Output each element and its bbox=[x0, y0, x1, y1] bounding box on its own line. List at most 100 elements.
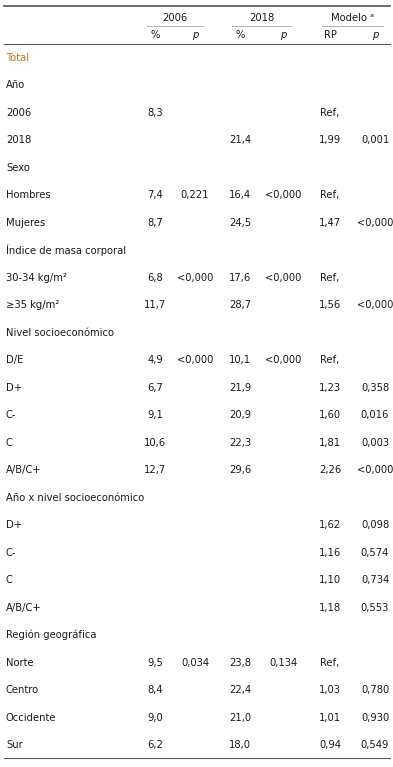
Text: 0,549: 0,549 bbox=[361, 740, 389, 750]
Text: Región geográfica: Región geográfica bbox=[6, 630, 97, 640]
Text: 2018: 2018 bbox=[249, 13, 274, 23]
Text: %: % bbox=[150, 30, 160, 40]
Text: Modelo ᵃ: Modelo ᵃ bbox=[331, 13, 374, 23]
Text: 1,56: 1,56 bbox=[319, 300, 341, 310]
Text: Norte: Norte bbox=[6, 658, 34, 668]
Text: 8,4: 8,4 bbox=[147, 685, 163, 695]
Text: Nivel socioeconómico: Nivel socioeconómico bbox=[6, 328, 114, 337]
Text: 0,221: 0,221 bbox=[181, 190, 209, 200]
Text: 18,0: 18,0 bbox=[229, 740, 251, 750]
Text: Occidente: Occidente bbox=[6, 713, 57, 723]
Text: 1,47: 1,47 bbox=[319, 218, 341, 228]
Text: 4,9: 4,9 bbox=[147, 355, 163, 365]
Text: D+: D+ bbox=[6, 520, 22, 530]
Text: Año: Año bbox=[6, 81, 25, 91]
Text: 9,5: 9,5 bbox=[147, 658, 163, 668]
Text: 10,1: 10,1 bbox=[229, 355, 251, 365]
Text: Ref,: Ref, bbox=[320, 355, 340, 365]
Text: 28,7: 28,7 bbox=[229, 300, 251, 310]
Text: 22,3: 22,3 bbox=[229, 438, 251, 448]
Text: <0,000: <0,000 bbox=[265, 273, 301, 283]
Text: 1,62: 1,62 bbox=[319, 520, 341, 530]
Text: 1,10: 1,10 bbox=[319, 575, 341, 585]
Text: 21,4: 21,4 bbox=[229, 135, 251, 145]
Text: 0,780: 0,780 bbox=[361, 685, 389, 695]
Text: 1,60: 1,60 bbox=[319, 410, 341, 420]
Text: 0,003: 0,003 bbox=[361, 438, 389, 448]
Text: <0,000: <0,000 bbox=[357, 466, 393, 476]
Text: p: p bbox=[192, 30, 198, 40]
Text: Ref,: Ref, bbox=[320, 273, 340, 283]
Text: 2006: 2006 bbox=[162, 13, 187, 23]
Text: Mujeres: Mujeres bbox=[6, 218, 45, 228]
Text: <0,000: <0,000 bbox=[177, 355, 213, 365]
Text: 2006: 2006 bbox=[6, 107, 31, 118]
Text: Ref,: Ref, bbox=[320, 107, 340, 118]
Text: Ref,: Ref, bbox=[320, 658, 340, 668]
Text: Sur: Sur bbox=[6, 740, 23, 750]
Text: ≥35 kg/m²: ≥35 kg/m² bbox=[6, 300, 59, 310]
Text: 21,0: 21,0 bbox=[229, 713, 251, 723]
Text: 1,03: 1,03 bbox=[319, 685, 341, 695]
Text: 0,553: 0,553 bbox=[361, 603, 389, 613]
Text: 8,7: 8,7 bbox=[147, 218, 163, 228]
Text: 0,001: 0,001 bbox=[361, 135, 389, 145]
Text: <0,000: <0,000 bbox=[265, 355, 301, 365]
Text: 20,9: 20,9 bbox=[229, 410, 251, 420]
Text: 1,81: 1,81 bbox=[319, 438, 341, 448]
Text: A/B/C+: A/B/C+ bbox=[6, 466, 42, 476]
Text: 30-34 kg/m²: 30-34 kg/m² bbox=[6, 273, 67, 283]
Text: C-: C- bbox=[6, 410, 17, 420]
Text: 24,5: 24,5 bbox=[229, 218, 251, 228]
Text: <0,000: <0,000 bbox=[357, 300, 393, 310]
Text: 0,034: 0,034 bbox=[181, 658, 209, 668]
Text: 7,4: 7,4 bbox=[147, 190, 163, 200]
Text: RP: RP bbox=[323, 30, 336, 40]
Text: Ref,: Ref, bbox=[320, 190, 340, 200]
Text: 0,016: 0,016 bbox=[361, 410, 389, 420]
Text: 11,7: 11,7 bbox=[144, 300, 166, 310]
Text: 0,134: 0,134 bbox=[269, 658, 297, 668]
Text: C: C bbox=[6, 575, 13, 585]
Text: p: p bbox=[280, 30, 286, 40]
Text: p: p bbox=[372, 30, 378, 40]
Text: D+: D+ bbox=[6, 383, 22, 393]
Text: 1,01: 1,01 bbox=[319, 713, 341, 723]
Text: 16,4: 16,4 bbox=[229, 190, 251, 200]
Text: 0,358: 0,358 bbox=[361, 383, 389, 393]
Text: 6,8: 6,8 bbox=[147, 273, 163, 283]
Text: 21,9: 21,9 bbox=[229, 383, 251, 393]
Text: Índice de masa corporal: Índice de masa corporal bbox=[6, 244, 126, 256]
Text: 29,6: 29,6 bbox=[229, 466, 251, 476]
Text: %: % bbox=[235, 30, 245, 40]
Text: 0,94: 0,94 bbox=[319, 740, 341, 750]
Text: 17,6: 17,6 bbox=[229, 273, 251, 283]
Text: 6,2: 6,2 bbox=[147, 740, 163, 750]
Text: 6,7: 6,7 bbox=[147, 383, 163, 393]
Text: D/E: D/E bbox=[6, 355, 23, 365]
Text: 9,1: 9,1 bbox=[147, 410, 163, 420]
Text: 1,16: 1,16 bbox=[319, 548, 341, 558]
Text: 2018: 2018 bbox=[6, 135, 31, 145]
Text: 1,18: 1,18 bbox=[319, 603, 341, 613]
Text: 10,6: 10,6 bbox=[144, 438, 166, 448]
Text: 2,26: 2,26 bbox=[319, 466, 341, 476]
Text: <0,000: <0,000 bbox=[357, 218, 393, 228]
Text: C-: C- bbox=[6, 548, 17, 558]
Text: 0,098: 0,098 bbox=[361, 520, 389, 530]
Text: 22,4: 22,4 bbox=[229, 685, 251, 695]
Text: Total: Total bbox=[6, 53, 29, 63]
Text: 0,734: 0,734 bbox=[361, 575, 389, 585]
Text: <0,000: <0,000 bbox=[177, 273, 213, 283]
Text: 1,99: 1,99 bbox=[319, 135, 341, 145]
Text: 8,3: 8,3 bbox=[147, 107, 163, 118]
Text: 0,930: 0,930 bbox=[361, 713, 389, 723]
Text: A/B/C+: A/B/C+ bbox=[6, 603, 42, 613]
Text: C: C bbox=[6, 438, 13, 448]
Text: 12,7: 12,7 bbox=[144, 466, 166, 476]
Text: Centro: Centro bbox=[6, 685, 39, 695]
Text: <0,000: <0,000 bbox=[265, 190, 301, 200]
Text: 23,8: 23,8 bbox=[229, 658, 251, 668]
Text: Año x nivel socioeconómico: Año x nivel socioeconómico bbox=[6, 492, 144, 502]
Text: Sexo: Sexo bbox=[6, 163, 30, 173]
